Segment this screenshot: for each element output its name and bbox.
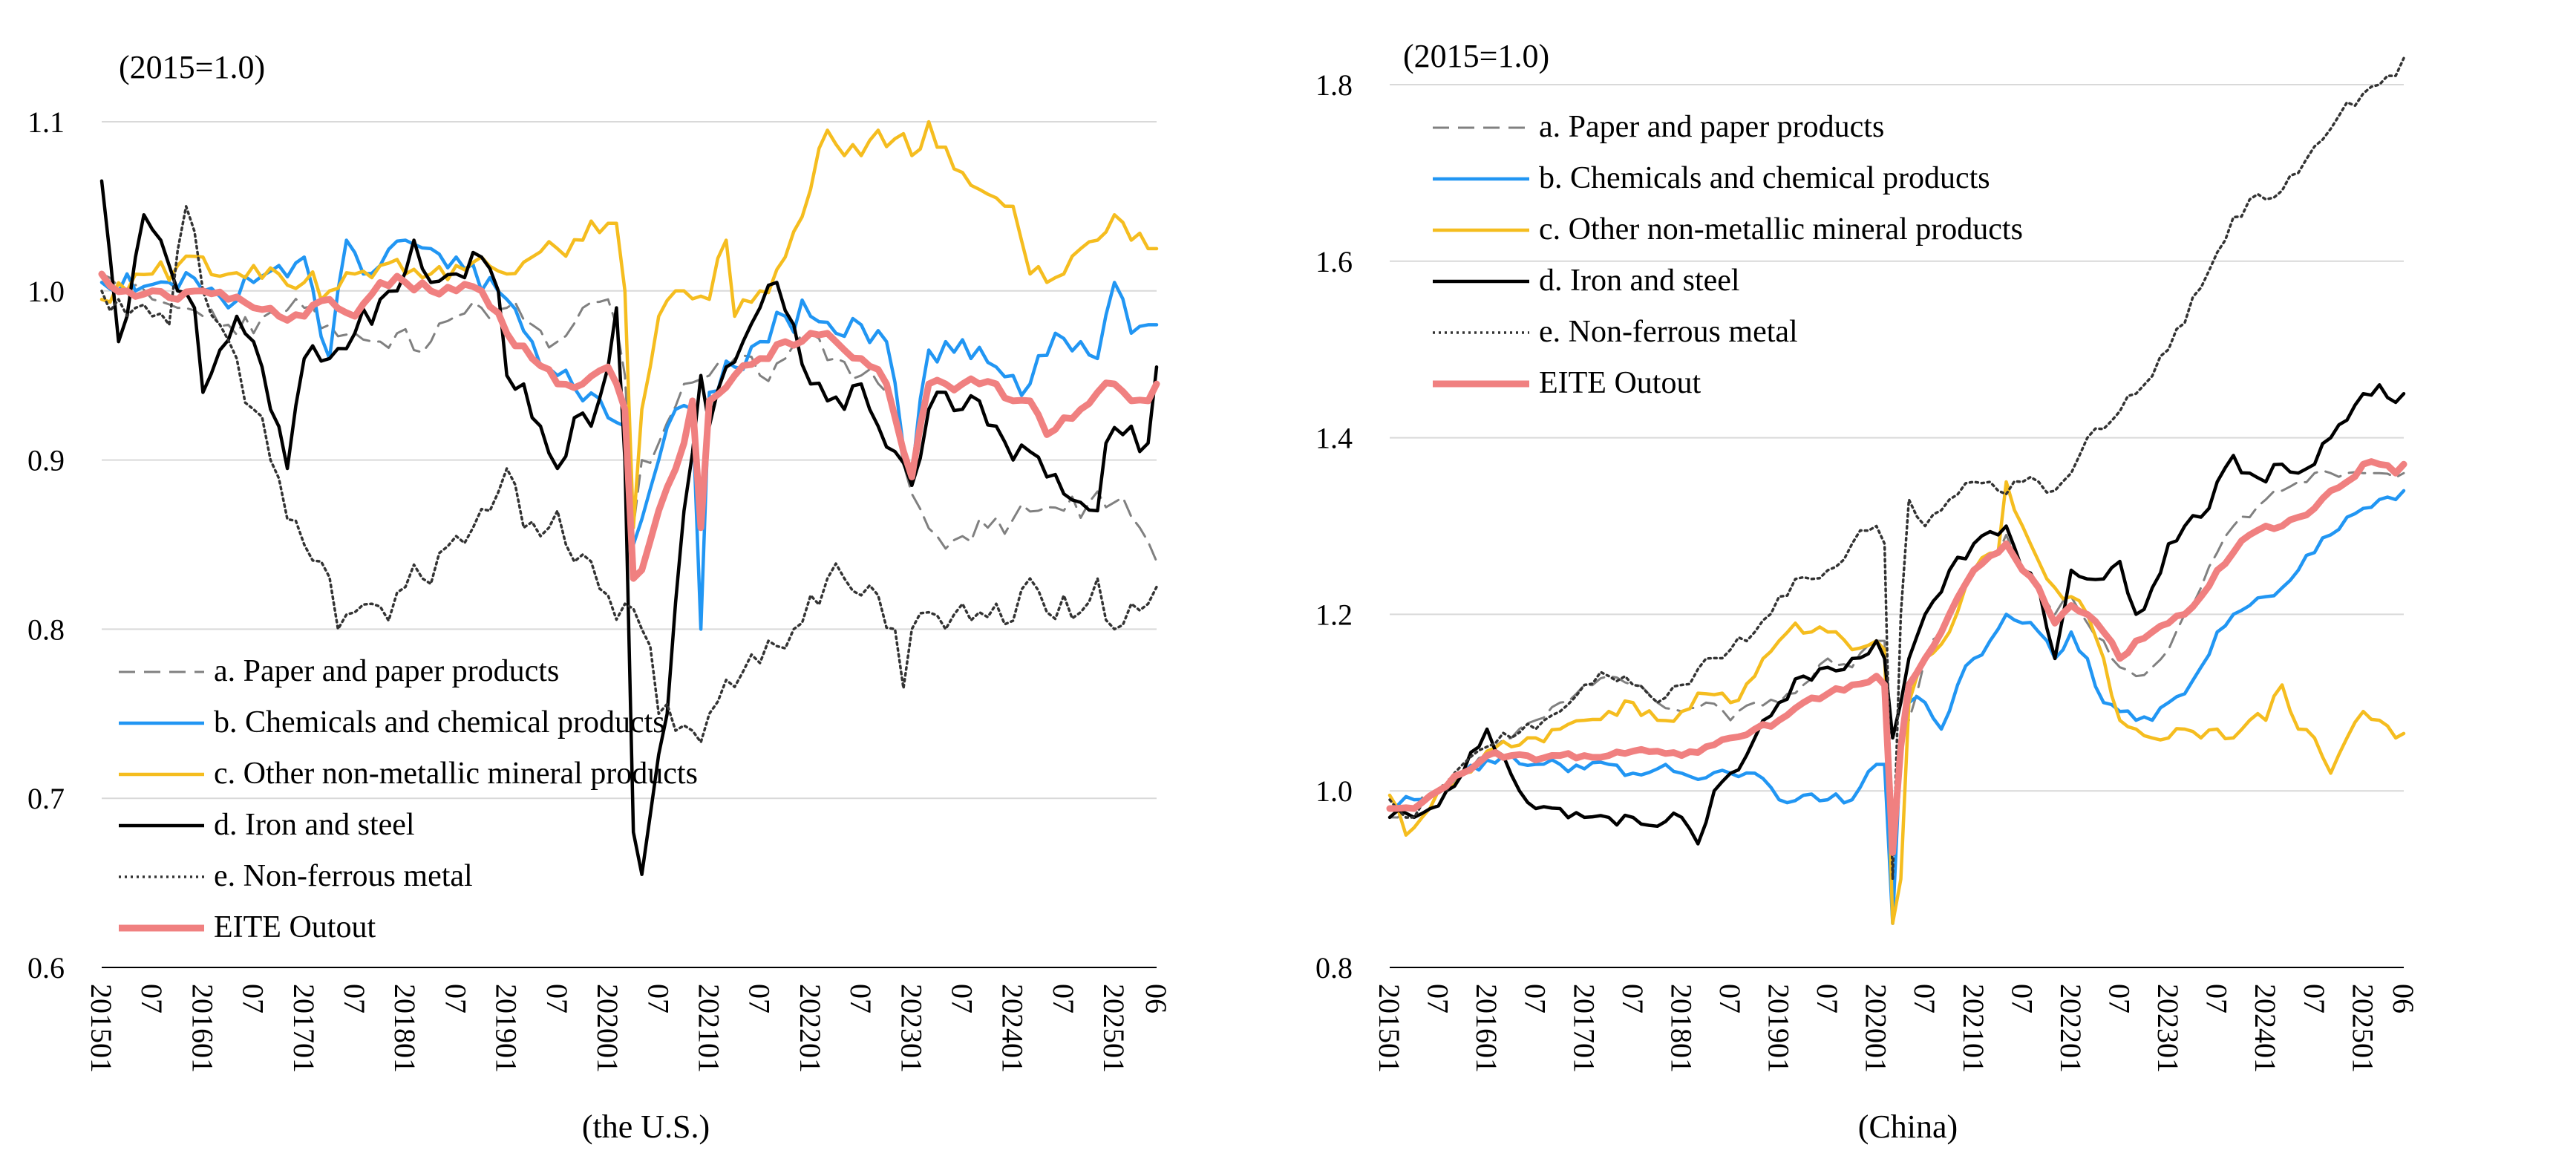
x-tick-label: 07 [1908, 984, 1941, 1013]
legend-label: c. Other non-metallic mineral products [1539, 212, 2023, 247]
china-chart-panel: 0.8 1.0 1.2 1.4 1.6 1.8 201501 07 201601 07 201701… [1315, 38, 2420, 1145]
legend-label: e. Non-ferrous metal [1539, 315, 1798, 349]
x-tick-label: 202301 [895, 984, 928, 1073]
legend-label: c. Other non-metallic mineral products [214, 757, 698, 791]
series-line [1388, 56, 2405, 881]
x-tick-label: 201901 [1762, 984, 1796, 1073]
y-tick-label: 1.2 [1315, 598, 1353, 631]
x-tick-label: 202501 [2346, 984, 2379, 1073]
y-tick-label: 1.8 [1315, 68, 1353, 102]
legend-label: a. Paper and paper products [214, 654, 559, 688]
x-tick-label: 07 [135, 984, 169, 1013]
us-chart-panel: 0.6 0.7 0.8 0.9 1.0 1.1 201501 07 201601 07 201701… [27, 49, 1173, 1145]
x-tick-label: 202401 [2249, 984, 2282, 1073]
x-tick-label: 201601 [1470, 984, 1503, 1073]
x-tick-label: 202401 [996, 984, 1030, 1073]
legend-label: EITE Outout [214, 910, 376, 944]
x-tick-label: 201801 [388, 984, 422, 1073]
x-tick-label: 07 [540, 984, 574, 1013]
x-tick-label: 202001 [1860, 984, 1893, 1073]
x-tick-label: 07 [1047, 984, 1080, 1013]
x-tick-label: 07 [1422, 984, 1455, 1013]
x-tick-label: 202001 [591, 984, 624, 1073]
series-line [99, 120, 1159, 529]
unit-note: (2015=1.0) [1403, 38, 1549, 74]
x-tick-label: 06 [2387, 984, 2420, 1013]
unit-note: (2015=1.0) [119, 49, 265, 85]
legend-label: d. Iron and steel [1539, 264, 1740, 298]
x-tick-label: 201701 [1567, 984, 1601, 1073]
x-tick-label: 07 [2200, 984, 2234, 1013]
x-tick-label: 07 [641, 984, 675, 1013]
x-tick-label: 07 [237, 984, 270, 1013]
x-tick-label: 202501 [1097, 984, 1131, 1073]
x-tick-label: 202101 [692, 984, 725, 1073]
y-tick-label: 0.8 [1315, 951, 1353, 985]
legend-label: d. Iron and steel [214, 808, 415, 842]
legend-label: a. Paper and paper products [1539, 110, 1884, 144]
x-tick-label: 201501 [1373, 984, 1406, 1073]
series-line [1386, 458, 2407, 856]
x-tick-label: 07 [2298, 984, 2331, 1013]
y-tick-label: 1.1 [27, 105, 65, 139]
y-tick-label: 1.0 [27, 275, 65, 308]
x-tick-label: 07 [2103, 984, 2137, 1013]
legend-label: b. Chemicals and chemical products [1539, 161, 1990, 195]
x-tick-label: 07 [743, 984, 777, 1013]
series-line [99, 179, 1159, 876]
x-tick-label: 07 [1811, 984, 1844, 1013]
series-line [98, 270, 1160, 582]
x-tick-label: 201701 [287, 984, 321, 1073]
x-tick-label: 07 [338, 984, 371, 1013]
x-tick-label: 201501 [85, 984, 118, 1073]
x-tick-label: 201801 [1664, 984, 1698, 1073]
x-tick-label: 202301 [2151, 984, 2185, 1073]
series-line [100, 205, 1158, 744]
x-tick-label: 202201 [2054, 984, 2088, 1073]
y-tick-label: 1.0 [1315, 774, 1353, 808]
y-tick-label: 0.9 [27, 444, 65, 477]
x-tick-label: 07 [439, 984, 472, 1013]
series-line [1387, 480, 2406, 925]
x-tick-label: 201601 [186, 984, 219, 1073]
x-tick-label: 07 [2005, 984, 2039, 1013]
x-axis-label: (the U.S.) [582, 1109, 710, 1145]
x-tick-label: 201901 [490, 984, 523, 1073]
x-tick-label: 07 [1616, 984, 1650, 1013]
x-tick-label: 07 [844, 984, 877, 1013]
y-tick-label: 1.6 [1315, 245, 1353, 278]
legend-label: e. Non-ferrous metal [214, 859, 473, 893]
x-tick-label: 07 [946, 984, 979, 1013]
series-line [1387, 383, 2406, 846]
x-tick-label: 202101 [1957, 984, 1990, 1073]
legend-label: EITE Outout [1539, 366, 1701, 400]
x-axis-label: (China) [1858, 1109, 1958, 1145]
y-tick-label: 0.7 [27, 782, 65, 815]
x-tick-label: 06 [1140, 984, 1173, 1013]
legend-label: b. Chemicals and chemical products [214, 705, 665, 740]
y-tick-label: 0.8 [27, 613, 65, 646]
x-tick-label: 07 [1519, 984, 1552, 1013]
series-line [1388, 469, 2405, 837]
x-tick-label: 07 [1713, 984, 1747, 1013]
x-tick-label: 202201 [794, 984, 827, 1073]
y-tick-label: 0.6 [27, 951, 65, 985]
y-tick-label: 1.4 [1315, 422, 1353, 455]
series-line [1387, 489, 2406, 925]
